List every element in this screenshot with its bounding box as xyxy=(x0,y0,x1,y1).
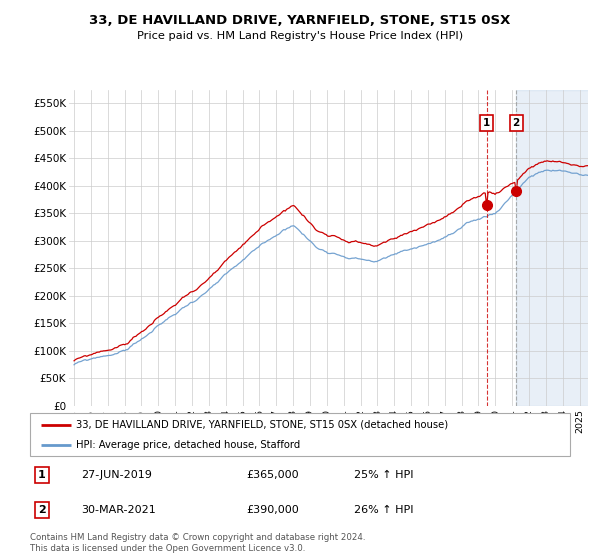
Text: 1: 1 xyxy=(483,118,490,128)
Text: Price paid vs. HM Land Registry's House Price Index (HPI): Price paid vs. HM Land Registry's House … xyxy=(137,31,463,41)
Text: 33, DE HAVILLAND DRIVE, YARNFIELD, STONE, ST15 0SX (detached house): 33, DE HAVILLAND DRIVE, YARNFIELD, STONE… xyxy=(76,419,448,430)
Text: 1: 1 xyxy=(38,470,46,480)
Text: 2: 2 xyxy=(512,118,520,128)
Text: 2: 2 xyxy=(38,505,46,515)
Text: £390,000: £390,000 xyxy=(246,505,299,515)
Text: 26% ↑ HPI: 26% ↑ HPI xyxy=(354,505,413,515)
Text: 30-MAR-2021: 30-MAR-2021 xyxy=(82,505,156,515)
Text: 25% ↑ HPI: 25% ↑ HPI xyxy=(354,470,413,480)
Text: 33, DE HAVILLAND DRIVE, YARNFIELD, STONE, ST15 0SX: 33, DE HAVILLAND DRIVE, YARNFIELD, STONE… xyxy=(89,14,511,27)
Text: Contains HM Land Registry data © Crown copyright and database right 2024.
This d: Contains HM Land Registry data © Crown c… xyxy=(30,533,365,553)
Text: 27-JUN-2019: 27-JUN-2019 xyxy=(82,470,152,480)
Text: £365,000: £365,000 xyxy=(246,470,299,480)
Text: HPI: Average price, detached house, Stafford: HPI: Average price, detached house, Staf… xyxy=(76,440,300,450)
Bar xyxy=(516,90,600,406)
